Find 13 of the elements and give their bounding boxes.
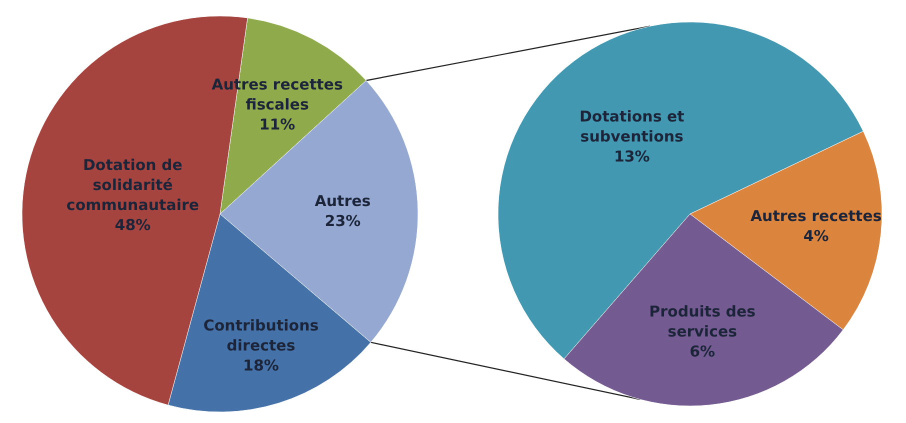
- slice-label: Produits des services: [649, 302, 756, 341]
- data-label: 18%: [243, 356, 279, 375]
- slice-label: Autres: [314, 192, 371, 210]
- slice-label: Contributions directes: [203, 316, 319, 355]
- slice-label: Dotations et subventions: [579, 108, 684, 146]
- data-label: 6%: [690, 342, 716, 361]
- slice-label: Dotation de solidarité communautaire: [66, 156, 200, 214]
- slice-label: Autres recettes: [750, 206, 882, 225]
- data-label: 23%: [324, 212, 361, 230]
- data-label: 4%: [803, 226, 829, 245]
- data-label: 48%: [114, 216, 151, 234]
- data-label: 11%: [259, 116, 296, 134]
- data-label: 13%: [614, 148, 650, 166]
